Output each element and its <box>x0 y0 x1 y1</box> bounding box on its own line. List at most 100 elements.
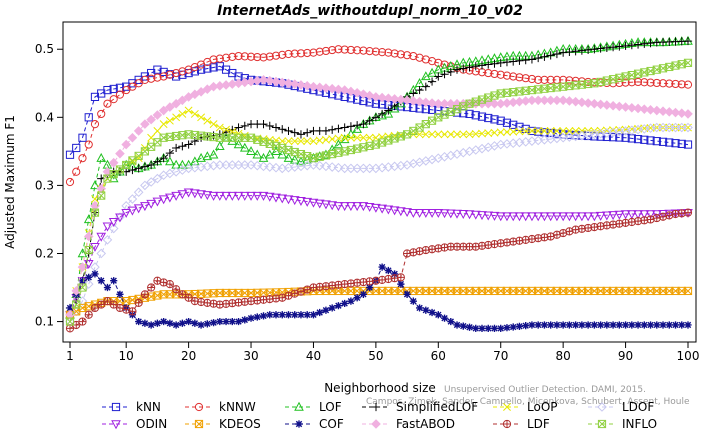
data-point <box>115 303 125 313</box>
data-point <box>583 212 593 222</box>
data-point <box>278 311 286 319</box>
data-point <box>321 83 331 93</box>
data-point <box>640 135 649 144</box>
data-point <box>358 163 369 174</box>
data-point <box>553 321 561 329</box>
data-point <box>521 127 530 136</box>
data-point <box>109 84 118 94</box>
data-point <box>515 236 524 245</box>
data-point <box>321 200 331 210</box>
data-point <box>477 112 487 121</box>
data-point <box>152 197 163 207</box>
data-point <box>339 202 350 212</box>
data-point <box>171 191 181 201</box>
data-point <box>683 36 693 46</box>
data-point <box>352 88 362 98</box>
data-point <box>621 133 630 142</box>
data-point <box>271 294 281 303</box>
data-point <box>678 321 686 329</box>
data-point <box>414 96 425 107</box>
data-point <box>440 130 449 139</box>
data-point <box>427 77 437 86</box>
data-point <box>341 299 349 308</box>
data-point <box>271 51 281 60</box>
data-point <box>465 109 474 119</box>
data-point <box>490 128 499 137</box>
data-point <box>496 58 505 67</box>
data-point <box>615 133 624 142</box>
data-point <box>90 303 100 313</box>
data-point <box>283 78 294 89</box>
data-point <box>102 235 113 245</box>
data-point <box>160 317 168 326</box>
data-point <box>602 100 612 110</box>
data-point <box>534 127 543 136</box>
data-point <box>545 212 556 222</box>
data-point <box>153 73 162 82</box>
data-point <box>302 81 313 91</box>
data-point <box>209 120 218 129</box>
data-point <box>409 51 418 61</box>
data-point <box>602 43 611 52</box>
data-point <box>509 72 518 81</box>
data-point <box>658 210 668 219</box>
data-point <box>396 273 405 282</box>
data-point <box>676 122 687 133</box>
data-point <box>440 314 449 322</box>
data-point <box>545 95 556 106</box>
data-point <box>328 304 336 312</box>
data-point <box>651 210 662 220</box>
data-point <box>152 173 163 184</box>
data-point <box>484 129 493 138</box>
data-point <box>409 248 418 257</box>
data-point <box>465 130 474 139</box>
data-point <box>427 208 437 218</box>
data-point <box>303 137 312 146</box>
data-point <box>96 184 107 194</box>
data-point <box>653 321 661 329</box>
data-point <box>589 212 600 222</box>
data-point <box>177 95 188 106</box>
data-point <box>676 108 687 119</box>
legend-label: LoOP <box>527 400 558 414</box>
data-point <box>671 139 680 148</box>
legend-label: KDEOS <box>219 417 261 431</box>
data-point <box>346 202 356 212</box>
data-point <box>165 70 174 79</box>
data-point <box>377 204 387 214</box>
data-point <box>583 98 593 108</box>
data-point <box>115 90 125 99</box>
data-point <box>239 160 250 170</box>
data-point <box>259 53 268 62</box>
data-point <box>153 276 162 285</box>
data-point <box>527 126 536 135</box>
data-point <box>471 129 480 138</box>
data-point <box>502 118 512 127</box>
data-point <box>415 53 424 62</box>
x-tick-label: 1 <box>66 349 74 363</box>
data-point <box>240 121 249 130</box>
data-point <box>178 142 187 151</box>
series-fastabod <box>65 75 693 320</box>
data-point <box>364 163 375 174</box>
data-point <box>458 210 469 219</box>
data-point <box>422 306 430 314</box>
data-point <box>633 77 643 87</box>
data-point <box>185 317 193 326</box>
data-point <box>565 126 574 135</box>
data-point <box>172 113 181 122</box>
data-point <box>303 128 312 137</box>
x-tick-label: 80 <box>556 349 571 363</box>
legend-marker <box>371 402 381 412</box>
data-point <box>84 310 93 319</box>
data-point <box>327 201 338 211</box>
data-point <box>358 202 369 212</box>
data-point <box>234 317 243 326</box>
data-point <box>439 98 450 109</box>
legend-marker <box>111 420 121 430</box>
data-point <box>496 116 505 125</box>
data-point <box>533 95 543 106</box>
data-point <box>397 280 405 288</box>
data-point <box>78 133 87 142</box>
data-point <box>103 99 112 108</box>
